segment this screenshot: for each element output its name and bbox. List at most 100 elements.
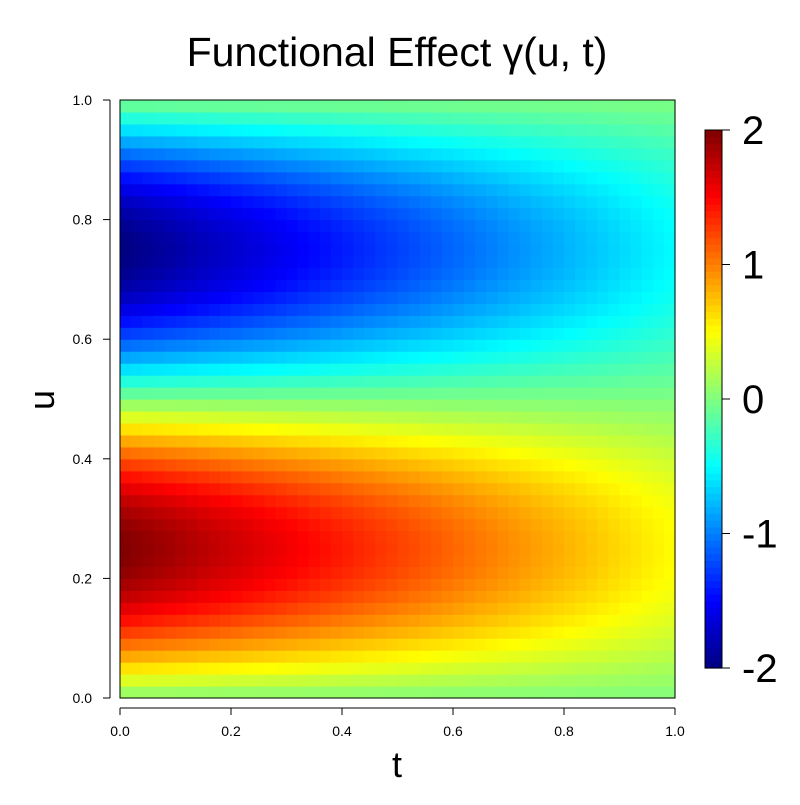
heatmap-cell — [519, 243, 532, 257]
heatmap-cell — [641, 482, 654, 496]
heatmap-cell — [441, 183, 454, 197]
heatmap-cell — [208, 100, 221, 113]
heatmap-cell — [142, 470, 154, 484]
heatmap-cell — [453, 458, 465, 472]
heatmap-cell — [508, 363, 521, 376]
heatmap-cell — [386, 542, 399, 556]
heatmap-cell — [153, 387, 165, 400]
heatmap-cell — [441, 315, 454, 328]
heatmap-cell — [364, 171, 376, 185]
heatmap-cell — [375, 638, 387, 651]
heatmap-cell — [475, 662, 487, 675]
heatmap-cell — [641, 626, 654, 639]
heatmap-cell — [386, 387, 399, 400]
heatmap-cell — [342, 494, 354, 508]
heatmap-cell — [586, 255, 598, 269]
heatmap-cell — [275, 470, 288, 484]
heatmap-cell — [353, 494, 365, 508]
heatmap-cell — [630, 566, 643, 579]
heatmap-cell — [330, 399, 343, 412]
heatmap-cell — [330, 566, 343, 579]
heatmap-cell — [164, 662, 177, 675]
heatmap-cell — [175, 458, 188, 472]
heatmap-cell — [530, 100, 543, 113]
heatmap-cell — [153, 315, 165, 328]
heatmap-cell — [342, 255, 354, 269]
heatmap-cell — [186, 542, 199, 556]
heatmap-cell — [575, 650, 587, 663]
heatmap-cell — [330, 686, 343, 699]
heatmap-cell — [131, 542, 143, 556]
heatmap-cell — [641, 590, 654, 603]
heatmap-cell — [441, 422, 454, 436]
heatmap-cell — [208, 506, 221, 520]
heatmap-cell — [397, 399, 410, 412]
heatmap-cell — [575, 674, 587, 687]
heatmap-cell — [131, 554, 143, 568]
heatmap-cell — [630, 422, 643, 436]
heatmap-cell — [342, 303, 354, 316]
x-tick-label: 1.0 — [665, 723, 685, 739]
heatmap-cell — [231, 195, 243, 209]
heatmap-cell — [508, 171, 521, 185]
heatmap-cell — [164, 410, 177, 424]
heatmap-cell — [342, 183, 354, 197]
colorbar-segment — [705, 210, 722, 219]
heatmap-cell — [386, 410, 399, 424]
heatmap-cell — [564, 327, 576, 340]
heatmap-cell — [663, 219, 676, 233]
heatmap-cell — [597, 171, 609, 185]
heatmap-cell — [519, 147, 532, 161]
heatmap-cell — [652, 494, 665, 508]
heatmap-cell — [530, 446, 543, 460]
heatmap-cell — [508, 626, 521, 639]
heatmap-cell — [497, 590, 510, 603]
heatmap-cell — [175, 159, 188, 173]
heatmap-cell — [308, 410, 321, 424]
heatmap-cell — [397, 207, 410, 221]
heatmap-cell — [286, 518, 299, 532]
heatmap-cell — [142, 602, 154, 615]
y-axis: 0.00.20.40.60.81.0 — [73, 92, 111, 706]
heatmap-cell — [630, 614, 643, 627]
heatmap-cell — [131, 255, 143, 269]
heatmap-cell — [286, 482, 299, 496]
heatmap-cell — [353, 111, 365, 125]
heatmap-cell — [353, 674, 365, 687]
heatmap-cell — [541, 100, 554, 113]
heatmap-cell — [308, 135, 321, 149]
heatmap-cell — [364, 434, 376, 448]
heatmap-cell — [386, 267, 399, 280]
heatmap-cell — [441, 566, 454, 579]
heatmap-cell — [486, 566, 498, 579]
heatmap-cell — [497, 195, 510, 209]
heatmap-cell — [530, 375, 543, 388]
heatmap-cell — [508, 147, 521, 161]
heatmap-cell — [619, 135, 632, 149]
heatmap-cell — [297, 135, 310, 149]
heatmap-cell — [608, 183, 621, 197]
heatmap-cell — [453, 207, 465, 221]
heatmap-cell — [530, 458, 543, 472]
heatmap-cell — [231, 626, 243, 639]
heatmap-cell — [597, 219, 609, 233]
heatmap-cell — [297, 399, 310, 412]
heatmap-cell — [552, 470, 565, 484]
heatmap-cell — [330, 351, 343, 364]
heatmap-cell — [386, 554, 399, 568]
heatmap-cell — [175, 470, 188, 484]
heatmap-cell — [131, 494, 143, 508]
heatmap-cell — [652, 159, 665, 173]
heatmap-cell — [197, 542, 210, 556]
heatmap-cell — [330, 638, 343, 651]
heatmap-cell — [186, 315, 199, 328]
heatmap-cell — [231, 434, 243, 448]
heatmap-cell — [308, 243, 321, 257]
heatmap-cell — [219, 506, 232, 520]
heatmap-cell — [186, 363, 199, 376]
heatmap-cell — [508, 231, 521, 245]
heatmap-cell — [530, 602, 543, 615]
heatmap-cell — [419, 602, 432, 615]
heatmap-cell — [519, 482, 532, 496]
heatmap-cell — [586, 243, 598, 257]
